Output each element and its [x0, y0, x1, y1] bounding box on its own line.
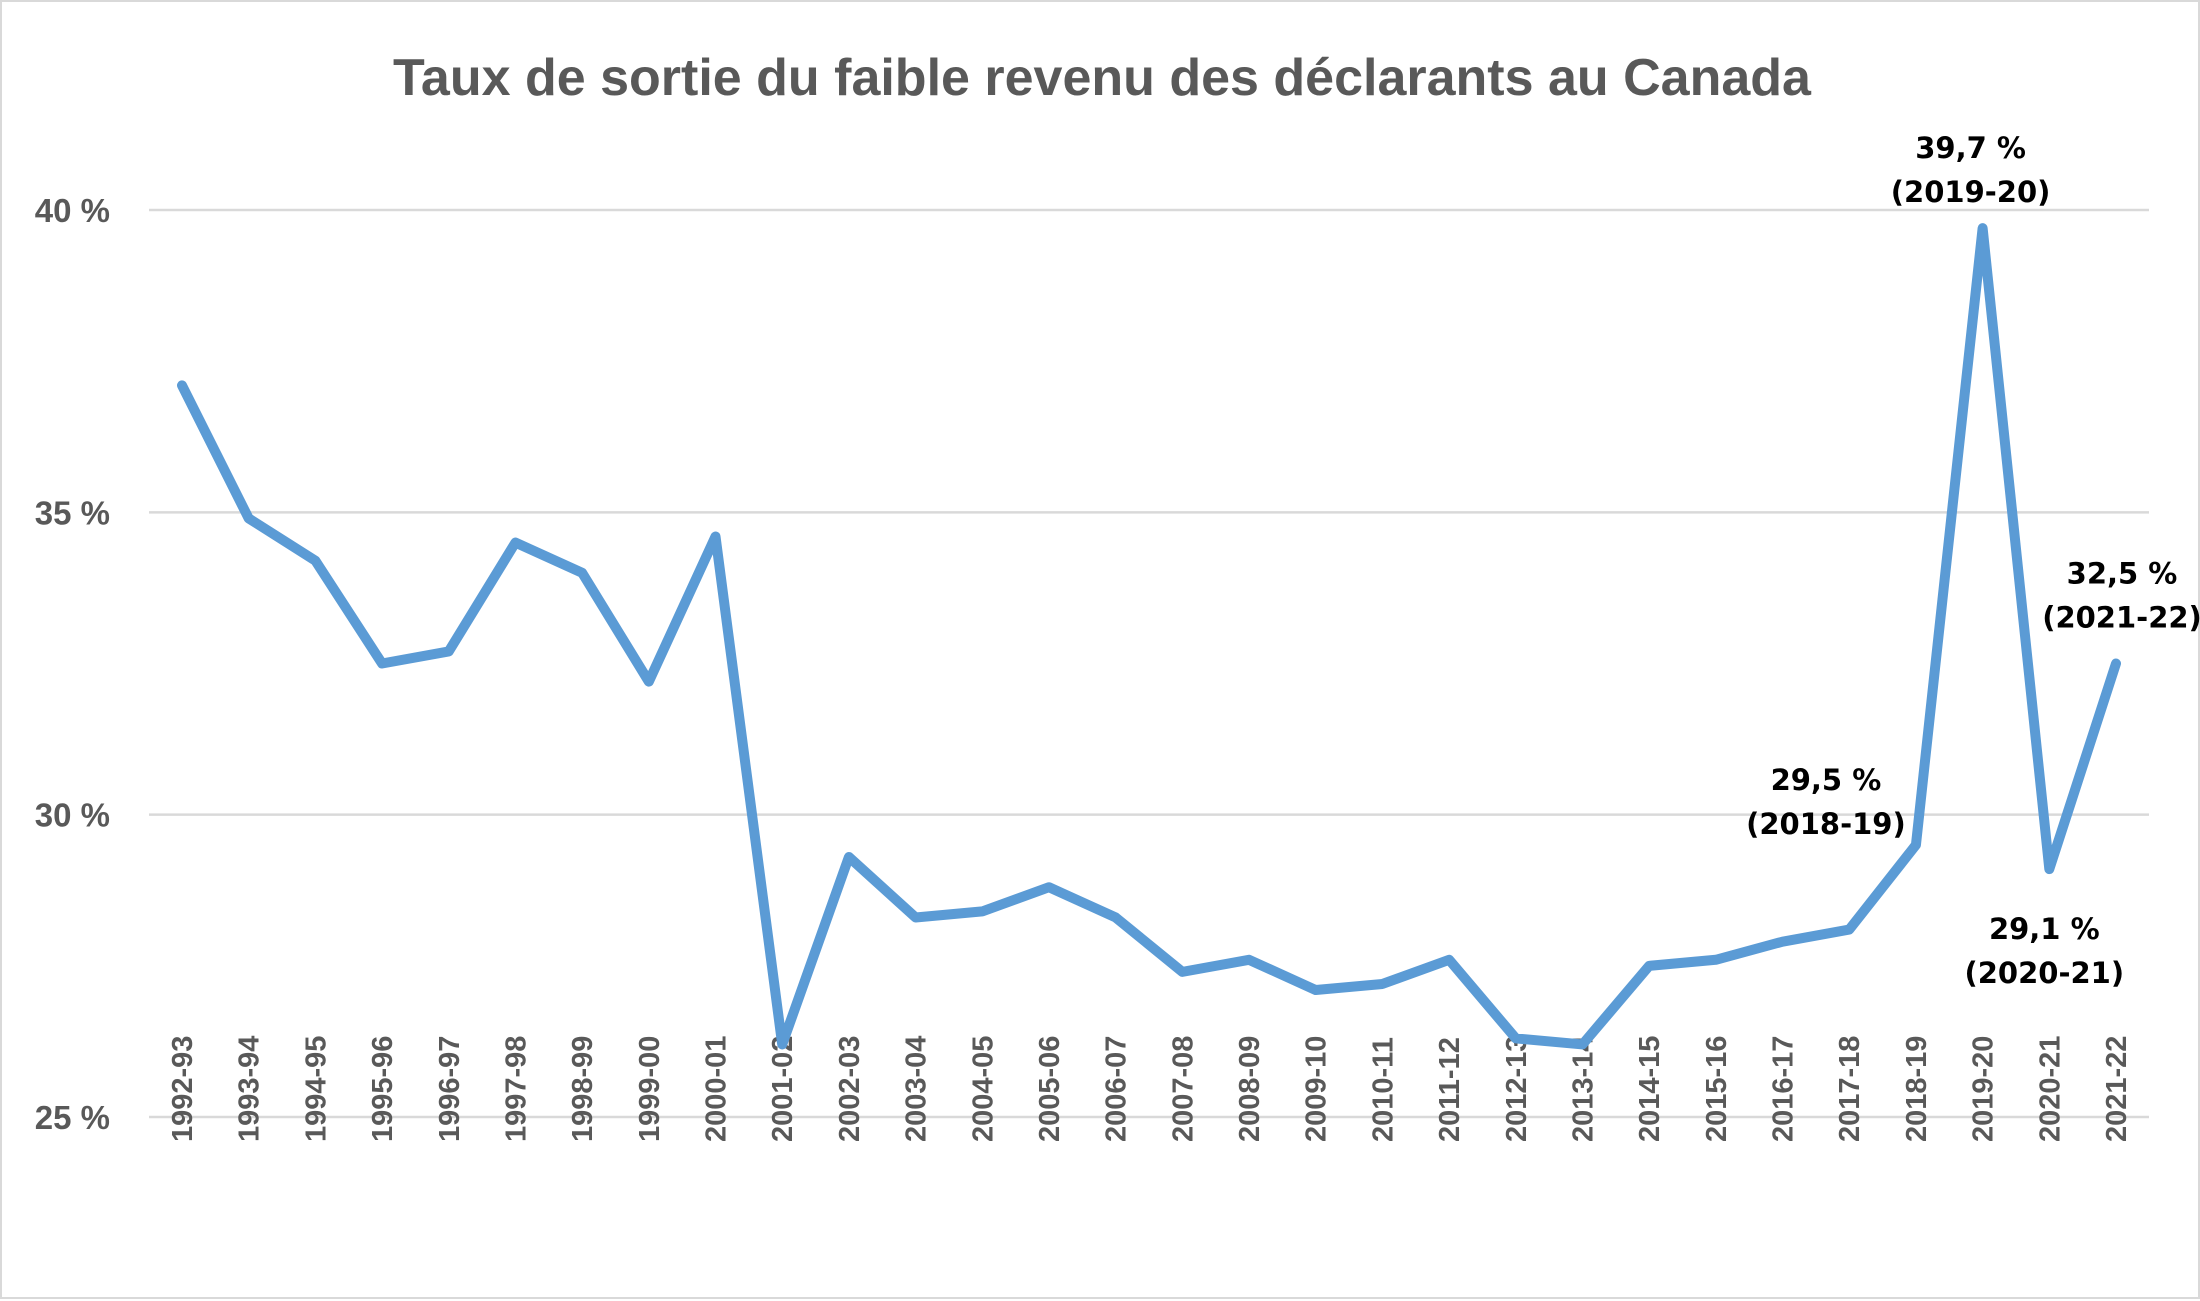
- gridlines: [149, 210, 2149, 1117]
- annotation-value: 29,5 %: [1771, 763, 1882, 797]
- annotation-period: (2021-22): [2042, 601, 2200, 635]
- x-tick-label: 1992-93: [167, 1036, 199, 1142]
- x-tick-label: 2020-21: [2034, 1036, 2066, 1142]
- data-annotations: 29,5 % (2018-19) 39,7 % (2019-20) 29,1 % (202…: [1746, 131, 2200, 990]
- x-tick-label: 1993-94: [234, 1036, 266, 1142]
- x-tick-label: 2018-19: [1901, 1036, 1933, 1142]
- annotation-period: (2020-21): [1964, 956, 2124, 990]
- series: [182, 228, 2116, 1044]
- x-tick-label: 2012-13: [1501, 1036, 1533, 1142]
- annotation-value: 29,1 %: [1989, 912, 2100, 946]
- x-tick-label: 2019-20: [1968, 1036, 2000, 1142]
- x-tick-label: 2013-14: [1567, 1036, 1599, 1142]
- x-tick-label: 2005-06: [1034, 1036, 1066, 1142]
- annotation-period: (2018-19): [1746, 807, 1906, 841]
- annotation-value: 39,7 %: [1915, 131, 2026, 165]
- x-tick-label: 2002-03: [834, 1036, 866, 1142]
- y-tick-label: 35 %: [35, 494, 110, 531]
- x-tick-label: 2011-12: [1434, 1037, 1466, 1142]
- x-tick-label: 2021-22: [2101, 1036, 2133, 1142]
- x-tick-label: 1999-00: [634, 1036, 666, 1142]
- x-tick-label: 2004-05: [967, 1036, 999, 1142]
- y-tick-label: 30 %: [35, 797, 110, 834]
- annotation-value: 32,5 %: [2067, 557, 2178, 591]
- y-axis-ticks: 25 % 30 % 35 % 40 %: [35, 192, 110, 1136]
- chart-title: Taux de sortie du faible revenu des décl…: [393, 49, 1812, 107]
- x-tick-label: 1996-97: [434, 1036, 466, 1142]
- x-tick-label: 2001-02: [767, 1036, 799, 1142]
- x-tick-label: 2003-04: [901, 1036, 933, 1142]
- y-tick-label: 40 %: [35, 192, 110, 229]
- series-line: [182, 228, 2116, 1044]
- x-tick-label: 2007-08: [1167, 1036, 1199, 1142]
- x-tick-label: 1998-99: [567, 1036, 599, 1142]
- x-tick-label: 2015-16: [1701, 1036, 1733, 1142]
- y-tick-label: 25 %: [35, 1099, 110, 1136]
- x-tick-label: 2000-01: [701, 1036, 733, 1142]
- x-tick-label: 2009-10: [1301, 1036, 1333, 1142]
- x-tick-label: 2008-09: [1234, 1036, 1266, 1142]
- x-tick-label: 2006-07: [1101, 1036, 1133, 1142]
- annotation-period: (2019-20): [1891, 175, 2051, 209]
- x-tick-label: 2016-17: [1768, 1036, 1800, 1142]
- x-tick-label: 2014-15: [1634, 1036, 1666, 1142]
- x-tick-label: 1994-95: [300, 1036, 332, 1142]
- x-axis-ticks: 1992-93 1993-94 1994-95 1995-96 1996-97 1997-…: [167, 1036, 2133, 1142]
- x-tick-label: 1995-96: [367, 1036, 399, 1142]
- x-tick-label: 1997-98: [500, 1036, 532, 1142]
- x-tick-label: 2017-18: [1834, 1036, 1866, 1142]
- x-tick-label: 2010-11: [1367, 1037, 1399, 1142]
